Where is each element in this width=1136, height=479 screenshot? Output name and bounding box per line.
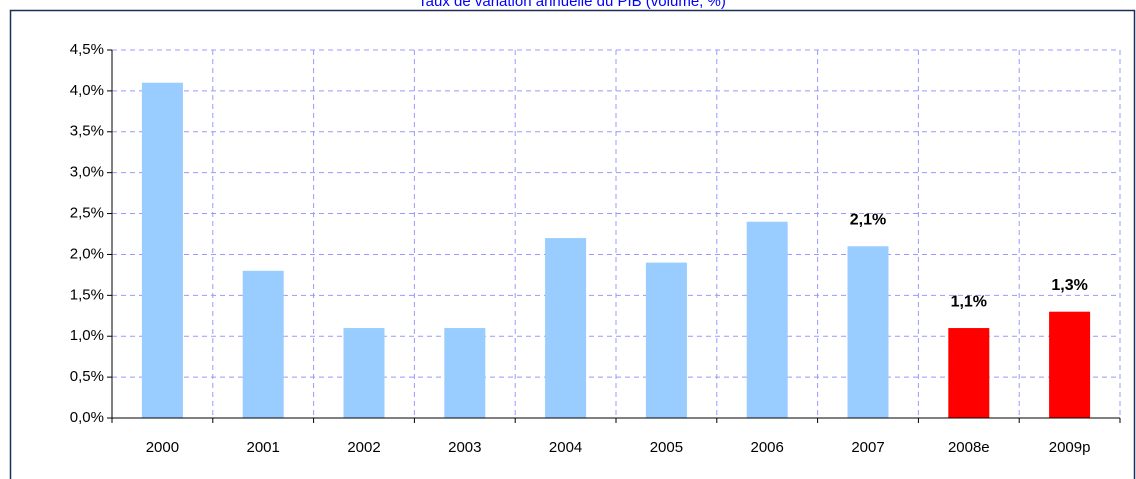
x-tick-label: 2001 (247, 439, 280, 456)
y-tick-label: 1,5% (70, 286, 104, 303)
value-label: 1,3% (1051, 277, 1087, 294)
y-tick-label: 3,0% (70, 164, 104, 181)
bar (948, 328, 990, 418)
bar (645, 262, 687, 418)
bar (444, 328, 486, 418)
bar (847, 246, 889, 418)
y-tick-label: 4,5% (70, 41, 104, 58)
bar (141, 82, 183, 418)
y-tick-label: 1,0% (70, 327, 104, 344)
y-tick-label: 3,5% (70, 123, 104, 140)
bar (746, 221, 788, 418)
x-tick-label: 2006 (751, 439, 784, 456)
y-tick-label: 4,0% (70, 82, 104, 99)
bar (242, 270, 284, 418)
x-tick-label: 2003 (448, 439, 481, 456)
x-tick-label: 2004 (549, 439, 582, 456)
bar (545, 238, 587, 418)
x-tick-label: 2002 (347, 439, 380, 456)
value-label: 2,1% (850, 211, 886, 228)
value-label: 1,1% (951, 293, 987, 310)
y-tick-label: 2,0% (70, 245, 104, 262)
x-tick-label: 2007 (851, 439, 884, 456)
x-tick-label: 2005 (650, 439, 683, 456)
y-tick-label: 2,5% (70, 205, 104, 222)
bar (343, 328, 385, 418)
x-tick-label: 2009p (1049, 439, 1091, 456)
y-tick-label: 0,0% (70, 409, 104, 426)
x-tick-label: 2000 (146, 439, 179, 456)
y-tick-label: 0,5% (70, 368, 104, 385)
bar (1049, 311, 1091, 418)
chart-title: Taux de variation annuelle du PIB (volum… (418, 0, 726, 10)
x-tick-label: 2008e (948, 439, 990, 456)
